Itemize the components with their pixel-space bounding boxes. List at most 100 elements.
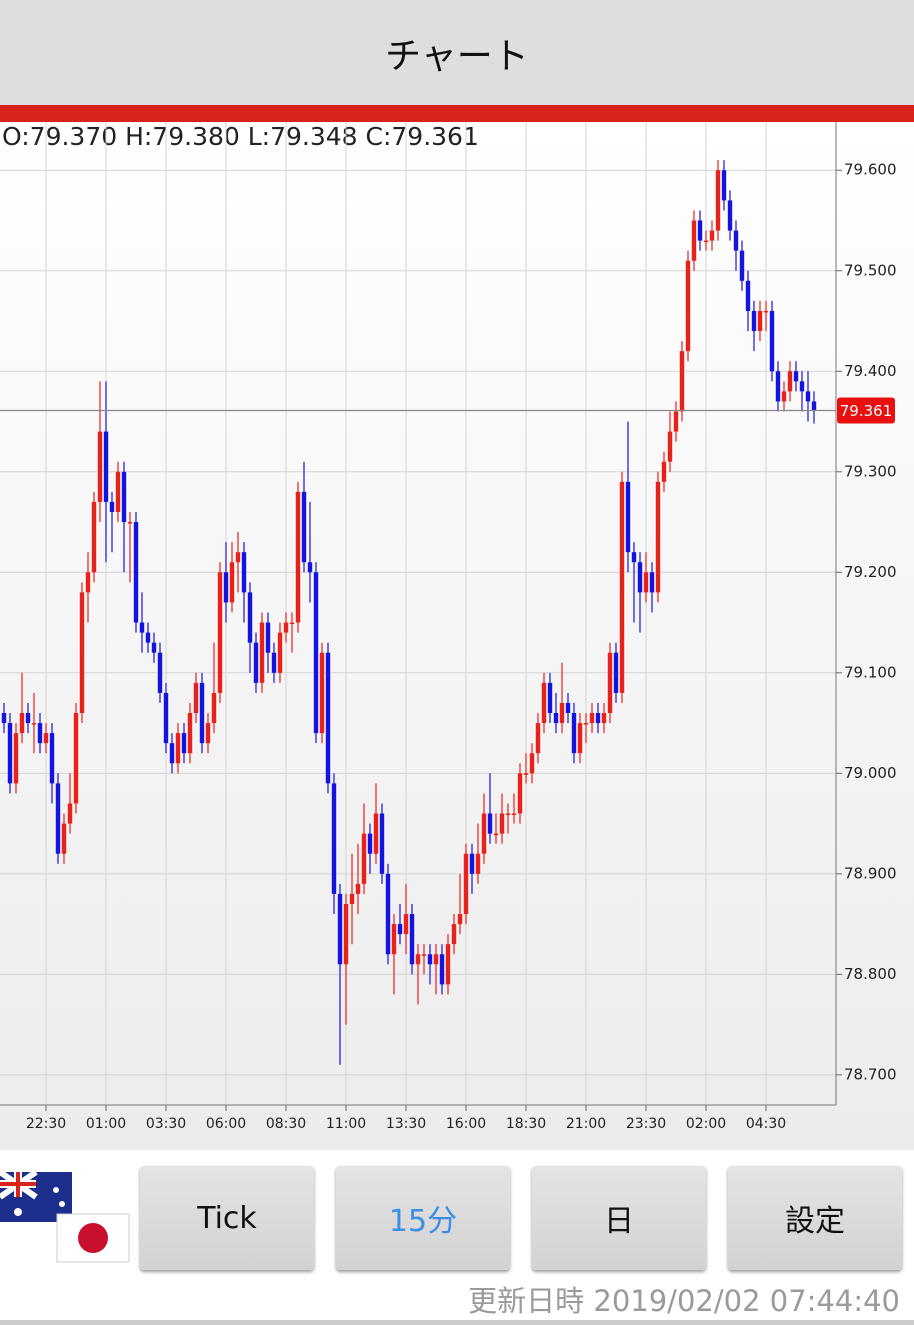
candle-body [421,954,427,956]
tab-button[interactable]: 設定 [728,1166,902,1270]
flag-aud-cross [0,1172,36,1197]
x-tick-label: 21:00 [566,1116,606,1132]
candle-body [739,250,745,281]
candle-body [571,713,577,754]
y-tick-label: 79.600 [844,161,897,179]
y-tick-label: 79.000 [844,764,897,782]
candle-body [709,230,715,241]
update-time: 更新日時 2019/02/02 07:44:40 [468,1284,900,1318]
tab-button[interactable]: Tick [140,1166,314,1270]
candle-body [265,622,271,653]
candle-body [601,713,607,724]
candle-body [391,924,397,955]
candle-body [427,954,433,965]
candle-body [529,753,535,774]
tab-button[interactable]: 15分 [336,1166,510,1270]
candle-body [7,723,13,784]
x-tick-label: 23:30 [626,1116,666,1132]
y-tick-label: 78.800 [844,965,897,983]
candle-body [235,552,241,563]
candle-body [697,220,703,241]
candle-body [283,622,289,633]
flag-star [14,1208,22,1216]
candle-body [163,692,169,744]
candle-body [379,813,385,874]
candle-body [769,310,775,372]
candle-body [13,733,19,784]
candle-body [211,692,217,724]
bottom-line [0,1320,914,1325]
y-tick-label: 79.400 [844,362,897,380]
candle-body [331,783,337,894]
candle-body [37,723,43,744]
chart: O:79.370 H:79.380 L:79.348 C:79.361 78.7… [0,122,914,1150]
candle-body [661,461,667,482]
candle-body [349,893,355,904]
candle-body [181,733,187,754]
tab-button[interactable]: 日 [532,1166,706,1270]
candle-body [559,702,565,724]
candle-body [253,642,259,683]
candle-body [91,501,97,573]
x-tick-label: 08:30 [266,1116,306,1132]
candle-body [493,833,499,836]
candle-body [469,853,475,874]
candle-body [355,883,361,894]
candle-body [649,572,655,593]
candle-body [157,652,163,693]
candle-body [727,200,733,231]
candle-body [115,471,121,512]
y-tick-label: 79.300 [844,462,897,480]
flag-star [53,1187,59,1193]
candle-body [505,813,511,816]
candle-body [523,773,529,775]
candle-body [127,522,133,524]
x-tick-label: 06:00 [206,1116,246,1132]
candle-body [625,481,631,553]
currency-flags [0,1170,130,1263]
candle-body [733,230,739,251]
candle-body [691,220,697,261]
candle-body [73,713,79,804]
candle-body [247,592,253,643]
y-tick-label: 79.200 [844,563,897,581]
candle-body [631,552,637,563]
candle-body [271,652,277,673]
candle-body [673,411,679,432]
candle-body [703,240,709,243]
candle-body [721,170,727,201]
candle-body [25,713,31,724]
candle-body [409,914,415,965]
candle-body [43,733,49,744]
candle-body [415,954,421,965]
candle-body [397,924,403,935]
accent-bar [0,105,914,122]
last-price-label: 79.361 [840,402,893,420]
candle-body [19,713,25,734]
x-tick-label: 01:00 [86,1116,126,1132]
candle-body [481,813,487,854]
x-tick-label: 02:00 [686,1116,726,1132]
candle-body [787,371,793,392]
header-title: チャート [385,35,529,77]
candle-body [463,853,469,915]
candle-body [361,833,367,884]
candle-body [475,853,481,874]
candle-body [547,682,553,714]
x-tick-label: 22:30 [26,1116,66,1132]
plot-background [0,122,914,1150]
x-tick-label: 18:30 [506,1116,546,1132]
candle-body [517,773,523,814]
candle-body [307,562,313,573]
candle-body [667,431,673,462]
candle-body [367,833,373,854]
flag-jpy-disc [78,1223,108,1253]
ohlc-label: O:79.370 H:79.380 L:79.348 C:79.361 [2,122,479,151]
candle-body [55,783,61,854]
candle-body [199,682,205,744]
candle-body [439,954,445,985]
candle-body [553,713,559,724]
candle-body [259,622,265,683]
candle-body [745,280,751,311]
